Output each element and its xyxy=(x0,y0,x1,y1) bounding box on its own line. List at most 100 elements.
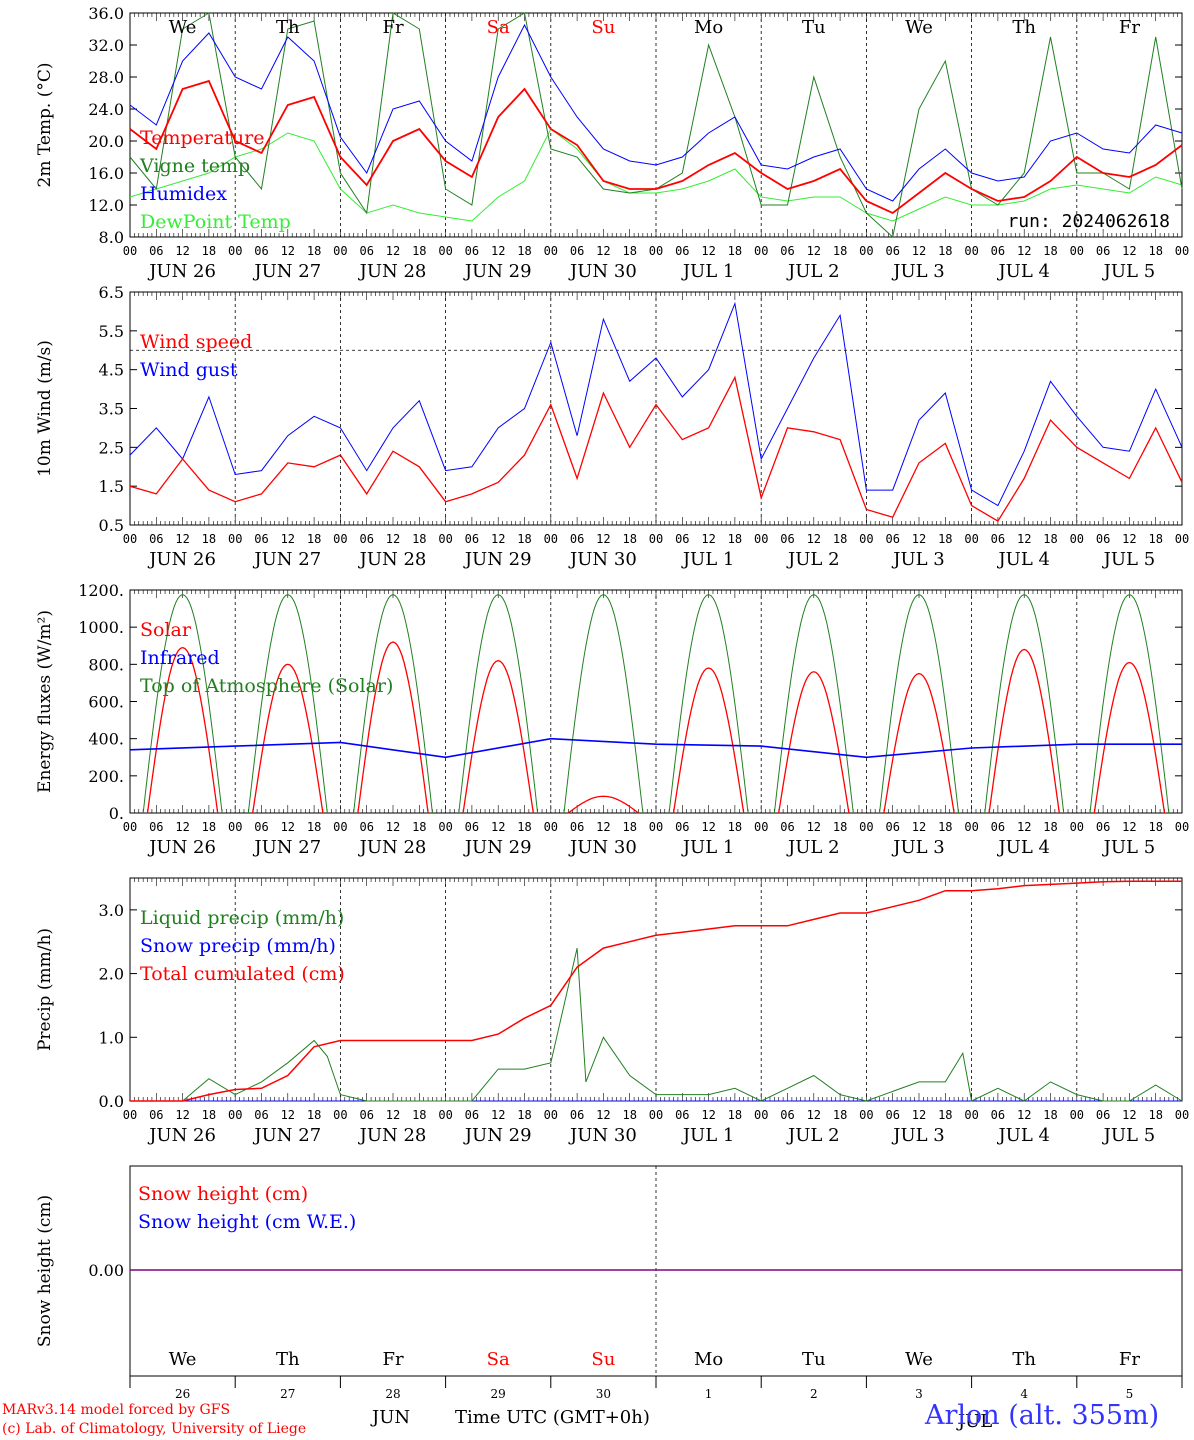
hour-tick-label: 06 xyxy=(1096,820,1110,834)
day-name-label: Fr xyxy=(1119,1349,1140,1370)
date-tick-label: JUN 27 xyxy=(252,1125,321,1146)
hour-tick-label: 12 xyxy=(175,1108,189,1122)
date-tick-label: JUN 28 xyxy=(358,837,427,858)
hour-tick-label: 12 xyxy=(175,532,189,546)
y-tick-label: 8.0 xyxy=(99,228,124,247)
lab-credit: (c) Lab. of Climatology, University of L… xyxy=(2,1421,307,1437)
hour-tick-label: 00 xyxy=(964,820,978,834)
y-tick-label: 0.5 xyxy=(99,516,124,535)
date-tick-label: JUN 26 xyxy=(147,549,216,570)
hour-tick-label: 06 xyxy=(780,244,794,258)
y-tick-label: 1.0 xyxy=(99,1028,124,1047)
station-label: Arlon (alt. 355m) xyxy=(925,1400,1160,1431)
hour-tick-label: 12 xyxy=(1017,1108,1031,1122)
date-tick-label: JUN 26 xyxy=(147,1125,216,1146)
hour-tick-label: 18 xyxy=(1043,820,1057,834)
hour-tick-label: 12 xyxy=(701,532,715,546)
series-toa-solar-line xyxy=(984,594,1065,814)
hour-tick-label: 06 xyxy=(991,1108,1005,1122)
legend-entry: Top of Atmosphere (Solar) xyxy=(140,675,393,697)
series-infrared-line xyxy=(129,737,1182,759)
day-name-label: We xyxy=(905,1349,933,1370)
hour-tick-label: 18 xyxy=(412,820,426,834)
y-tick-label: 3.5 xyxy=(99,400,124,419)
date-tick-label: JUL 1 xyxy=(681,837,735,858)
date-tick-label: JUL 4 xyxy=(996,261,1050,282)
hour-tick-label: 06 xyxy=(570,1108,584,1122)
series-toa-solar-line xyxy=(668,594,749,814)
hour-tick-label: 18 xyxy=(202,820,216,834)
date-tick-label: JUL 2 xyxy=(786,837,840,858)
hour-tick-label: 12 xyxy=(175,820,189,834)
y-tick-label: 24.0 xyxy=(88,100,124,119)
hour-tick-label: 00 xyxy=(964,1108,978,1122)
hour-tick-label: 12 xyxy=(807,244,821,258)
date-tick-label: JUL 3 xyxy=(891,549,945,570)
legend-entry: Humidex xyxy=(140,183,227,205)
y-tick-label: 16.0 xyxy=(88,164,124,183)
hour-tick-label: 12 xyxy=(491,244,505,258)
y-tick-label: 1200. xyxy=(78,581,124,600)
x-axis-label: Time UTC (GMT+0h) xyxy=(455,1407,650,1428)
hour-tick-label: 18 xyxy=(202,1108,216,1122)
hour-tick-label: 00 xyxy=(1070,1108,1084,1122)
hour-tick-label: 12 xyxy=(386,244,400,258)
series-toa-solar-line xyxy=(458,594,539,814)
day-number-label: 5 xyxy=(1126,1387,1134,1401)
hour-tick-label: 06 xyxy=(675,1108,689,1122)
day-name-label: We xyxy=(169,1349,197,1370)
hour-tick-label: 18 xyxy=(202,532,216,546)
series-humidex-line xyxy=(129,23,1183,202)
day-name-label: We xyxy=(169,17,197,38)
hour-tick-label: 06 xyxy=(359,244,373,258)
legend-entry: Liquid precip (mm/h) xyxy=(140,907,344,929)
hour-tick-label: 18 xyxy=(517,244,531,258)
hour-tick-label: 18 xyxy=(622,244,636,258)
date-tick-label: JUL 2 xyxy=(786,549,840,570)
hour-tick-label: 06 xyxy=(465,244,479,258)
hour-tick-label: 00 xyxy=(859,820,873,834)
hour-tick-label: 06 xyxy=(465,820,479,834)
series-toa-solar-line xyxy=(247,594,328,814)
hour-tick-label: 12 xyxy=(701,244,715,258)
hour-tick-label: 12 xyxy=(596,1108,610,1122)
hour-tick-label: 00 xyxy=(123,244,137,258)
hour-tick-label: 18 xyxy=(307,820,321,834)
hour-tick-label: 18 xyxy=(833,532,847,546)
legend-entry: Snow precip (mm/h) xyxy=(140,935,336,957)
day-number-label: 30 xyxy=(596,1387,611,1401)
hour-tick-label: 00 xyxy=(544,820,558,834)
hour-tick-label: 06 xyxy=(149,820,163,834)
hour-tick-label: 06 xyxy=(570,532,584,546)
day-name-label: Th xyxy=(1012,17,1036,38)
hour-tick-label: 06 xyxy=(885,532,899,546)
hour-tick-label: 12 xyxy=(1017,532,1031,546)
hour-tick-label: 00 xyxy=(228,1108,242,1122)
day-name-label: Fr xyxy=(382,17,403,38)
hour-tick-label: 00 xyxy=(1070,532,1084,546)
hour-tick-label: 06 xyxy=(780,820,794,834)
hour-tick-label: 18 xyxy=(517,1108,531,1122)
date-tick-label: JUL 5 xyxy=(1102,549,1156,570)
date-tick-label: JUL 1 xyxy=(681,549,735,570)
hour-tick-label: 18 xyxy=(728,532,742,546)
hour-tick-label: 06 xyxy=(1096,1108,1110,1122)
hour-tick-label: 12 xyxy=(175,244,189,258)
date-tick-label: JUL 3 xyxy=(891,837,945,858)
series-solar-line xyxy=(1093,661,1166,814)
hour-tick-label: 12 xyxy=(596,820,610,834)
hour-tick-label: 12 xyxy=(491,820,505,834)
date-tick-label: JUL 4 xyxy=(996,1125,1050,1146)
hour-tick-label: 18 xyxy=(307,244,321,258)
hour-tick-label: 06 xyxy=(359,532,373,546)
hour-tick-label: 06 xyxy=(254,1108,268,1122)
date-tick-label: JUL 1 xyxy=(681,1125,735,1146)
hour-tick-label: 00 xyxy=(123,1108,137,1122)
hour-tick-label: 00 xyxy=(544,1108,558,1122)
hour-tick-label: 00 xyxy=(754,820,768,834)
model-credit: MARv3.14 model forced by GFS xyxy=(2,1402,231,1418)
day-number-label: 2 xyxy=(810,1387,818,1401)
y-tick-label: 5.5 xyxy=(99,322,124,341)
hour-tick-label: 06 xyxy=(254,532,268,546)
hour-tick-label: 00 xyxy=(438,244,452,258)
